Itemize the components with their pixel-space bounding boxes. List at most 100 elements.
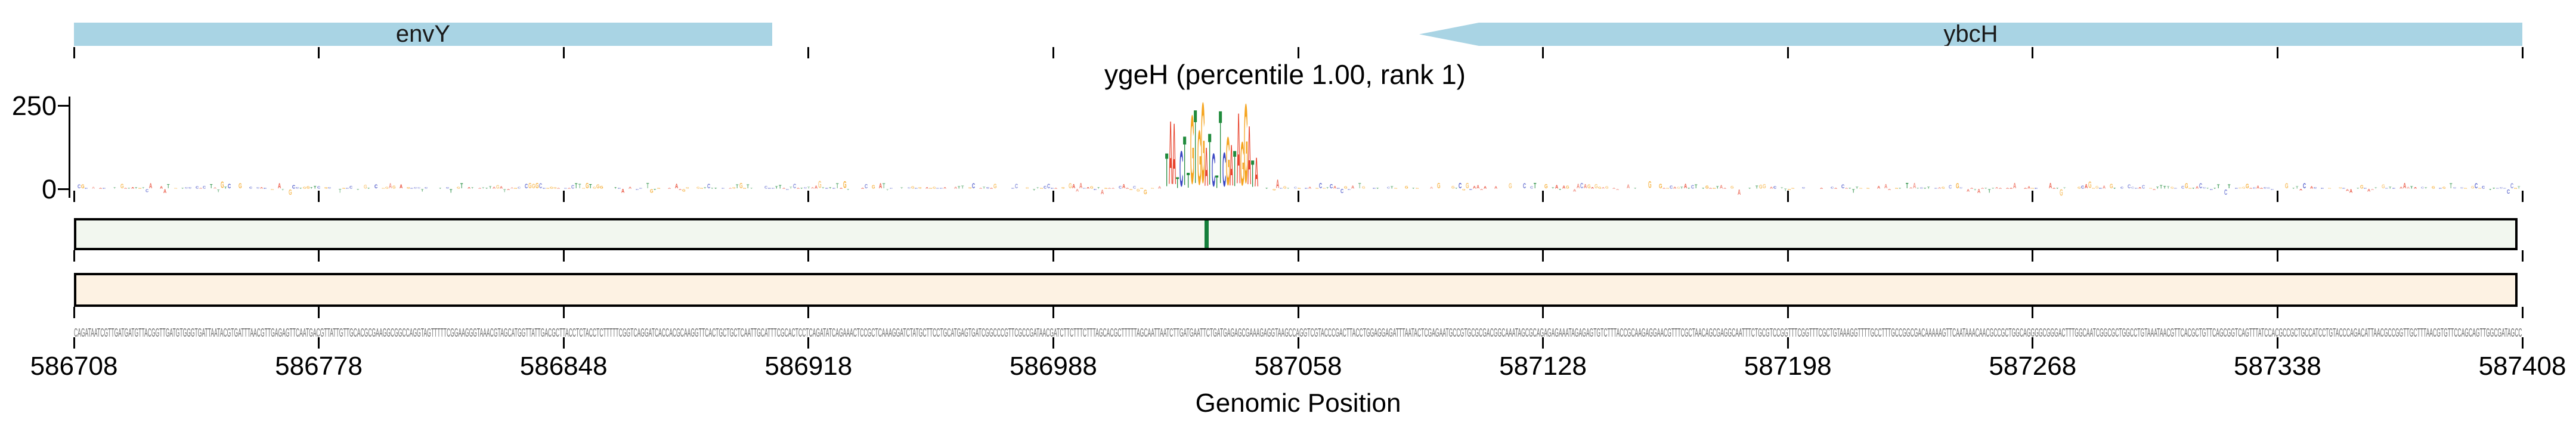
noise-base-G: G — [1895, 187, 1899, 189]
noise-base-A: A — [1480, 188, 1484, 191]
noise-base-G: G — [593, 186, 596, 189]
axis-tick-mark — [1787, 47, 1789, 58]
axis-tick-mark — [2276, 337, 2278, 349]
noise-base-T: T — [900, 186, 903, 189]
noise-base-T: T — [1781, 186, 1784, 189]
noise-base-T: T — [2493, 187, 2496, 189]
noise-base-C: C — [564, 187, 568, 189]
noise-base-T: T — [2063, 186, 2066, 189]
noise-base-T: T — [450, 188, 453, 194]
noise-base-G: G — [289, 187, 292, 197]
noise-base-G: G — [657, 187, 661, 189]
noise-base-C: C — [2421, 186, 2425, 189]
noise-base-G: G — [1272, 188, 1276, 191]
noise-base-G: G — [2478, 187, 2482, 189]
noise-base-A: A — [1079, 181, 1083, 191]
noise-base-T: T — [135, 186, 138, 189]
motif-base-G: G — [1240, 128, 1244, 200]
motif-base-C: C — [1179, 139, 1184, 198]
noise-base-G: G — [1598, 186, 1602, 189]
noise-base-A: A — [979, 187, 983, 189]
noise-base-G: G — [1151, 187, 1154, 189]
noise-base-A: A — [1555, 184, 1559, 190]
noise-base-G: G — [2088, 179, 2092, 191]
noise-base-A: A — [2407, 186, 2410, 189]
noise-base-C: C — [793, 182, 797, 190]
noise-base-G: G — [743, 187, 747, 189]
noise-base-T: T — [2425, 186, 2428, 189]
axis-tick-mark — [807, 337, 810, 349]
noise-base-G: G — [2242, 186, 2246, 189]
noise-base-C: C — [786, 188, 789, 191]
noise-base-C: C — [1934, 187, 1938, 189]
axis-tick-mark — [2276, 250, 2278, 262]
noise-base-C: C — [1670, 185, 1673, 190]
noise-base-T: T — [181, 187, 184, 189]
noise-base-C: C — [1094, 188, 1097, 191]
noise-base-A: A — [1494, 185, 1498, 189]
noise-base-A: A — [467, 186, 471, 189]
noise-base-A: A — [99, 187, 103, 189]
noise-base-G: G — [1137, 188, 1140, 193]
noise-base-G: G — [1144, 188, 1147, 196]
noise-base-C: C — [2135, 187, 2138, 189]
noise-base-A: A — [260, 186, 264, 189]
x-axis-tick-label: 587408 — [2478, 352, 2566, 381]
axis-tick-mark — [1052, 191, 1054, 202]
noise-base-A: A — [1473, 185, 1476, 189]
axis-tick-mark — [2032, 47, 2034, 58]
noise-base-A: A — [1612, 187, 1616, 189]
noise-base-T: T — [503, 188, 506, 194]
motif-base-A: A — [1255, 148, 1259, 196]
noise-base-G: G — [732, 186, 736, 189]
noise-base-G: G — [911, 185, 915, 189]
motif-base-G: G — [1190, 93, 1194, 206]
noise-base-T: T — [485, 187, 488, 189]
noise-base-C: C — [2210, 188, 2213, 191]
noise-base-G: G — [1648, 179, 1652, 191]
noise-base-C: C — [543, 187, 546, 189]
noise-base-G: G — [650, 188, 654, 194]
x-axis-tick-label: 586988 — [1009, 352, 1097, 381]
noise-base-C: C — [832, 187, 836, 189]
motif-base-T: T — [1215, 170, 1219, 192]
noise-base-T: T — [1784, 188, 1787, 192]
noise-base-G: G — [1730, 185, 1734, 189]
axis-tick-mark — [1787, 337, 1789, 349]
axis-tick-mark — [318, 307, 320, 318]
noise-base-A: A — [1086, 186, 1090, 189]
noise-base-G: G — [1713, 187, 1716, 189]
noise-base-T: T — [829, 186, 832, 189]
noise-base-C: C — [2500, 186, 2503, 189]
noise-base-C: C — [707, 182, 711, 190]
noise-base-C: C — [228, 182, 231, 190]
motif-base-G: G — [1197, 113, 1202, 202]
axis-tick-mark — [1297, 47, 1299, 58]
noise-base-T: T — [1916, 187, 1919, 189]
noise-base-C: C — [446, 186, 450, 189]
noise-base-G: G — [2149, 187, 2153, 189]
noise-base-A: A — [1913, 181, 1916, 191]
noise-base-A: A — [990, 187, 993, 189]
noise-base-A: A — [2260, 187, 2264, 189]
noise-base-G: G — [933, 186, 936, 189]
noise-base-T: T — [367, 187, 370, 189]
noise-base-T: T — [589, 183, 592, 190]
noise-base-T: T — [1992, 187, 1995, 189]
noise-base-G: G — [1416, 187, 1419, 189]
axis-tick-mark — [562, 191, 565, 202]
noise-base-G: G — [364, 184, 367, 190]
noise-base-C: C — [2342, 187, 2346, 189]
axis-tick-mark — [562, 250, 565, 262]
noise-base-G: G — [2246, 182, 2249, 190]
x-axis-tick-label: 587268 — [1989, 352, 2077, 381]
noise-base-G: G — [1323, 187, 1326, 189]
noise-base-C: C — [1083, 187, 1086, 189]
axis-tick-mark — [1542, 191, 1544, 202]
noise-base-G: G — [1462, 188, 1466, 191]
noise-base-G: G — [1759, 184, 1763, 190]
noise-base-T: T — [113, 186, 116, 189]
noise-base-A: A — [1884, 182, 1888, 190]
noise-base-A: A — [1076, 188, 1079, 193]
